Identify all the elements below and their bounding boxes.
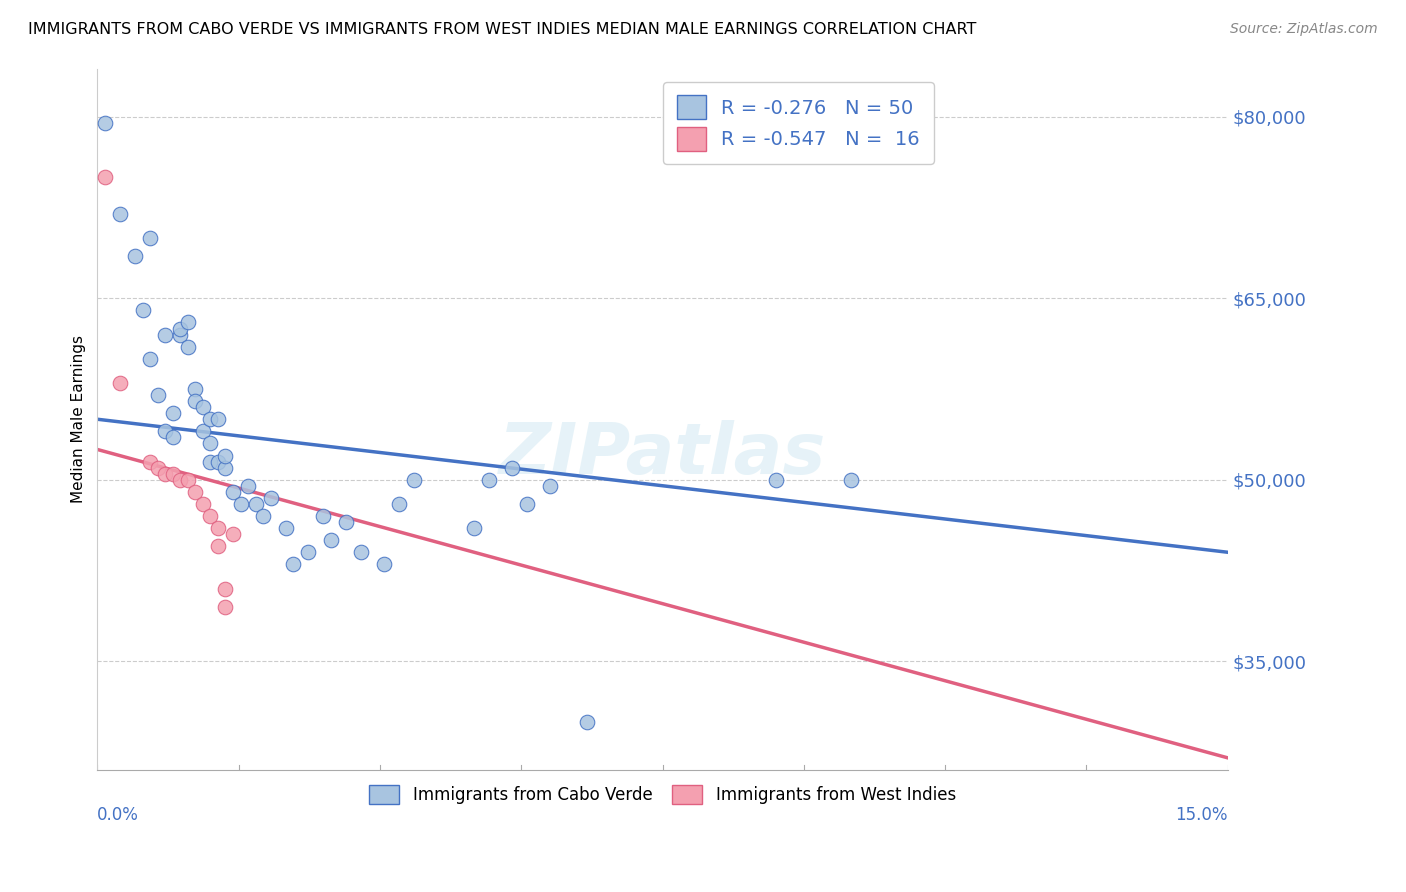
Point: [177, 340, 200, 354]
Point: [765, 473, 787, 487]
Point: [222, 484, 245, 499]
Point: [245, 497, 267, 511]
Point: [350, 545, 373, 559]
Point: [373, 558, 395, 572]
Point: [200, 454, 222, 468]
Point: [252, 508, 274, 523]
Point: [177, 473, 200, 487]
Point: [200, 508, 222, 523]
Point: [153, 467, 176, 481]
Point: [214, 599, 236, 614]
Point: [576, 714, 599, 729]
Point: [207, 521, 229, 535]
Point: [139, 231, 162, 245]
Point: [146, 388, 169, 402]
Legend: Immigrants from Cabo Verde, Immigrants from West Indies: Immigrants from Cabo Verde, Immigrants f…: [363, 778, 963, 811]
Point: [94, 116, 117, 130]
Point: [214, 460, 236, 475]
Point: [139, 454, 162, 468]
Point: [124, 249, 146, 263]
Point: [516, 497, 538, 511]
Point: [402, 473, 425, 487]
Point: [162, 467, 184, 481]
Point: [214, 449, 236, 463]
Point: [335, 515, 357, 529]
Point: [207, 539, 229, 553]
Point: [478, 473, 501, 487]
Point: [297, 545, 319, 559]
Point: [388, 497, 411, 511]
Point: [207, 412, 229, 426]
Point: [153, 425, 176, 439]
Point: [184, 382, 207, 396]
Point: [463, 521, 485, 535]
Point: [312, 508, 335, 523]
Point: [283, 558, 305, 572]
Point: [274, 521, 297, 535]
Point: [200, 412, 222, 426]
Point: [200, 436, 222, 450]
Point: [319, 533, 342, 548]
Point: [501, 460, 523, 475]
Point: [177, 316, 200, 330]
Point: [169, 473, 191, 487]
Point: [184, 484, 207, 499]
Point: [191, 400, 214, 414]
Point: [108, 207, 131, 221]
Point: [169, 327, 191, 342]
Point: [214, 582, 236, 596]
Point: [538, 479, 561, 493]
Point: [207, 454, 229, 468]
Point: [191, 425, 214, 439]
Y-axis label: Median Male Earnings: Median Male Earnings: [72, 335, 86, 503]
Point: [169, 321, 191, 335]
Point: [191, 497, 214, 511]
Text: Source: ZipAtlas.com: Source: ZipAtlas.com: [1230, 22, 1378, 37]
Point: [162, 430, 184, 444]
Point: [260, 491, 283, 505]
Point: [94, 170, 117, 185]
Text: 15.0%: 15.0%: [1175, 806, 1227, 824]
Point: [153, 327, 176, 342]
Point: [184, 394, 207, 409]
Point: [236, 479, 259, 493]
Text: 0.0%: 0.0%: [97, 806, 139, 824]
Point: [131, 303, 153, 318]
Point: [146, 460, 169, 475]
Point: [222, 527, 245, 541]
Point: [139, 351, 162, 366]
Point: [839, 473, 862, 487]
Point: [162, 406, 184, 420]
Point: [108, 376, 131, 390]
Text: IMMIGRANTS FROM CABO VERDE VS IMMIGRANTS FROM WEST INDIES MEDIAN MALE EARNINGS C: IMMIGRANTS FROM CABO VERDE VS IMMIGRANTS…: [28, 22, 977, 37]
Text: ZIPatlas: ZIPatlas: [499, 420, 827, 489]
Point: [229, 497, 252, 511]
